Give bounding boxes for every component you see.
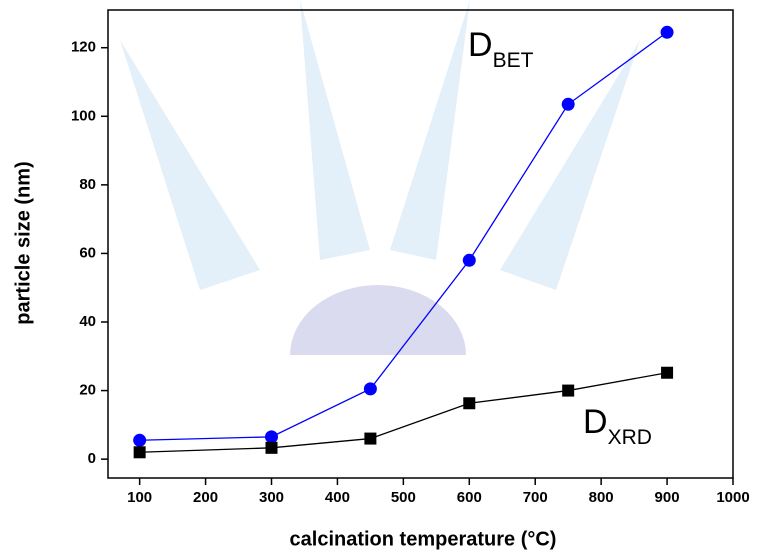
- plot-frame: [107, 9, 734, 479]
- data-point: [462, 253, 476, 267]
- data-point: [133, 433, 147, 447]
- data-point: [363, 382, 377, 396]
- data-point: [661, 366, 674, 379]
- x-tick-label: 600: [457, 489, 482, 506]
- x-tick-label: 500: [391, 489, 416, 506]
- x-tick-label: 800: [589, 489, 614, 506]
- x-axis-label: calcination temperature (°C): [290, 528, 557, 550]
- y-tick-label: 80: [79, 176, 96, 193]
- data-point: [463, 397, 476, 410]
- annotation-subscript: XRD: [608, 426, 652, 449]
- data-point: [562, 384, 575, 397]
- y-tick-label: 0: [88, 450, 96, 467]
- y-tick-label: 120: [71, 39, 96, 56]
- annotation: DBET: [468, 26, 534, 72]
- watermark: [120, 0, 640, 355]
- x-tick-label: 1000: [716, 489, 749, 506]
- data-point: [133, 446, 146, 459]
- x-tick-label: 700: [523, 489, 548, 506]
- y-tick-label: 60: [79, 244, 96, 261]
- x-tick-label: 100: [127, 489, 152, 506]
- data-point: [265, 441, 278, 454]
- annotation-subscript: BET: [493, 49, 534, 72]
- annotation-text: D: [468, 26, 493, 64]
- x-tick-label: 400: [325, 489, 350, 506]
- data-point: [364, 432, 377, 445]
- data-point: [561, 97, 575, 111]
- series-line: [139, 372, 668, 453]
- annotation-text: D: [583, 403, 608, 441]
- x-tick-label: 200: [193, 489, 218, 506]
- y-tick-label: 100: [71, 107, 96, 124]
- annotation: DXRD: [583, 403, 652, 449]
- data-point: [660, 25, 674, 39]
- x-tick-label: 900: [655, 489, 680, 506]
- y-axis-label: particle size (nm): [12, 161, 34, 324]
- y-tick-label: 20: [79, 382, 96, 399]
- y-tick-label: 40: [79, 313, 96, 330]
- x-tick-label: 300: [259, 489, 284, 506]
- series-line: [139, 31, 668, 441]
- data-point: [265, 430, 279, 444]
